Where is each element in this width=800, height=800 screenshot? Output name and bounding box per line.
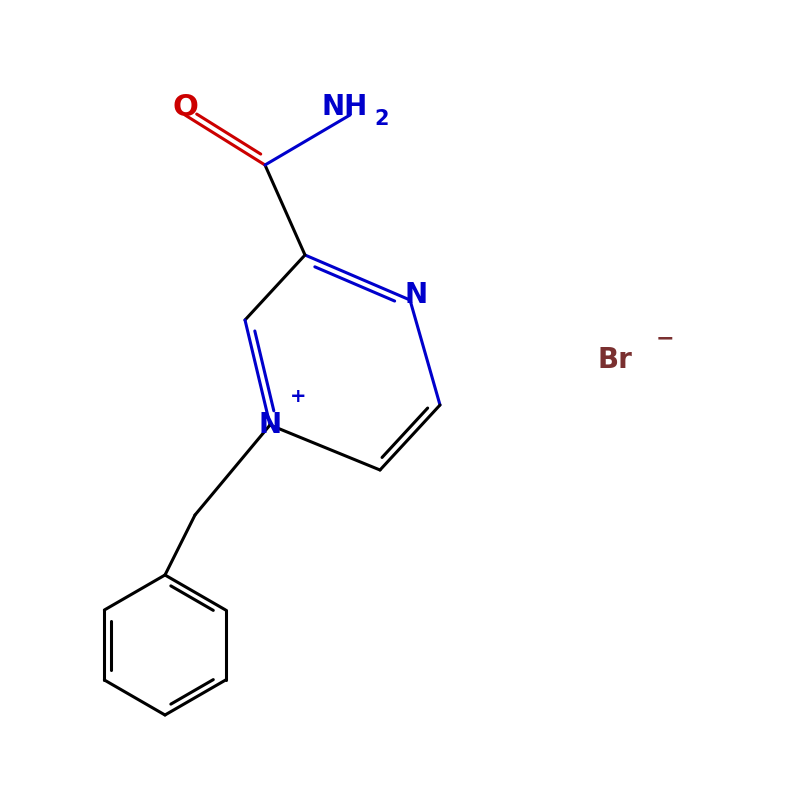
Text: 2: 2 (374, 109, 390, 129)
Text: N: N (405, 281, 427, 309)
Text: −: − (656, 328, 674, 348)
Text: O: O (172, 93, 198, 122)
Text: +: + (290, 387, 306, 406)
Text: N: N (258, 411, 282, 439)
Text: Br: Br (598, 346, 633, 374)
Text: NH: NH (322, 93, 368, 121)
